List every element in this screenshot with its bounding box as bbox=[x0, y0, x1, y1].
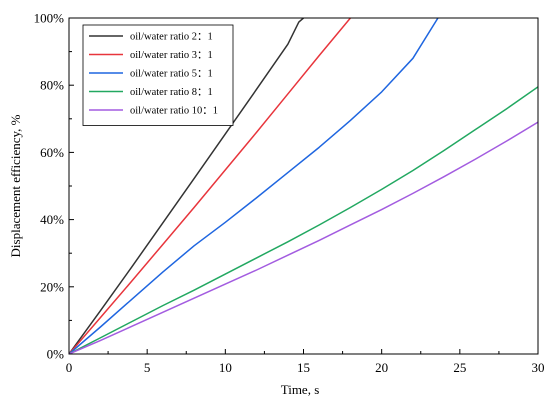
x-tick-label: 10 bbox=[219, 360, 232, 375]
series-line-2 bbox=[69, 18, 352, 354]
x-tick-label: 25 bbox=[453, 360, 466, 375]
legend-label-5: oil/water ratio 10：1 bbox=[130, 106, 218, 117]
series-line-3 bbox=[69, 18, 439, 354]
y-tick-label: 100% bbox=[34, 11, 65, 26]
legend: oil/water ratio 2：1 oil/water ratio 3：1 oi… bbox=[82, 24, 234, 126]
x-axis-title: Time, s bbox=[281, 382, 320, 397]
legend-label-1: oil/water ratio 2：1 bbox=[130, 32, 213, 43]
series-layer bbox=[69, 18, 538, 354]
x-tick-label: 30 bbox=[532, 360, 545, 375]
series-line-4 bbox=[69, 86, 538, 354]
y-tick-label: 0% bbox=[47, 347, 65, 362]
x-tick-label: 15 bbox=[297, 360, 310, 375]
series-line-1 bbox=[69, 18, 305, 354]
y-tick-label: 80% bbox=[40, 78, 64, 93]
y-tick-label: 40% bbox=[40, 212, 64, 227]
legend-label-3: oil/water ratio 5：1 bbox=[130, 69, 213, 80]
y-axis-title: Displacement efficiency, % bbox=[8, 114, 23, 257]
x-tick-label: 0 bbox=[66, 360, 73, 375]
axes-layer: 0 5 10 15 20 25 30 0% 20% 40% 60% 80% 100% bbox=[34, 11, 545, 376]
x-tick-label: 20 bbox=[375, 360, 388, 375]
x-tick-label: 5 bbox=[144, 360, 151, 375]
y-tick-label: 20% bbox=[40, 279, 64, 294]
y-tick-label: 60% bbox=[40, 145, 64, 160]
series-line-5 bbox=[69, 121, 538, 354]
legend-box bbox=[82, 24, 234, 126]
legend-label-2: oil/water ratio 3：1 bbox=[130, 50, 213, 61]
legend-label-4: oil/water ratio 8：1 bbox=[130, 87, 213, 98]
